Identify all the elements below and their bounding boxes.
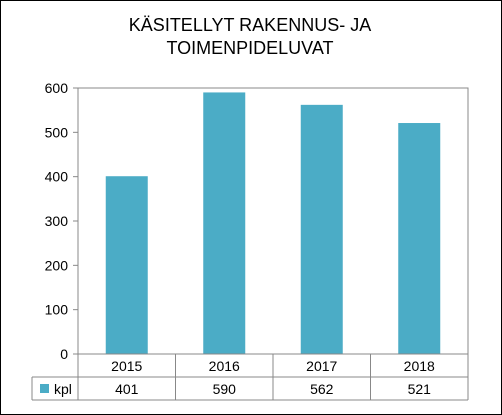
x-category-label: 2017 (306, 358, 337, 374)
data-label: 562 (310, 381, 334, 397)
y-tick-label: 200 (45, 257, 69, 273)
data-label: 521 (408, 381, 432, 397)
legend-key (40, 384, 49, 393)
data-label: 590 (213, 381, 237, 397)
bar (300, 104, 343, 354)
y-tick-label: 500 (45, 124, 69, 140)
legend-label: kpl (54, 381, 72, 397)
chart-title-line-2: TOIMENPIDELUVAT (166, 38, 334, 58)
chart-title-line-1: KÄSITELLYT RAKENNUS- JA (128, 15, 372, 35)
data-label: 401 (115, 381, 139, 397)
x-category-label: 2016 (209, 358, 240, 374)
bar (398, 123, 441, 354)
x-category-label: 2018 (404, 358, 435, 374)
bar (105, 176, 148, 354)
x-category-label: 2015 (111, 358, 142, 374)
y-tick-label: 600 (45, 80, 69, 96)
y-tick-label: 100 (45, 302, 69, 318)
bar (203, 92, 246, 354)
chart-title: KÄSITELLYT RAKENNUS- JA TOIMENPIDELUVAT (60, 14, 440, 60)
y-tick-label: 300 (45, 213, 69, 229)
y-tick-label: 0 (60, 346, 68, 362)
y-tick-label: 400 (45, 169, 69, 185)
